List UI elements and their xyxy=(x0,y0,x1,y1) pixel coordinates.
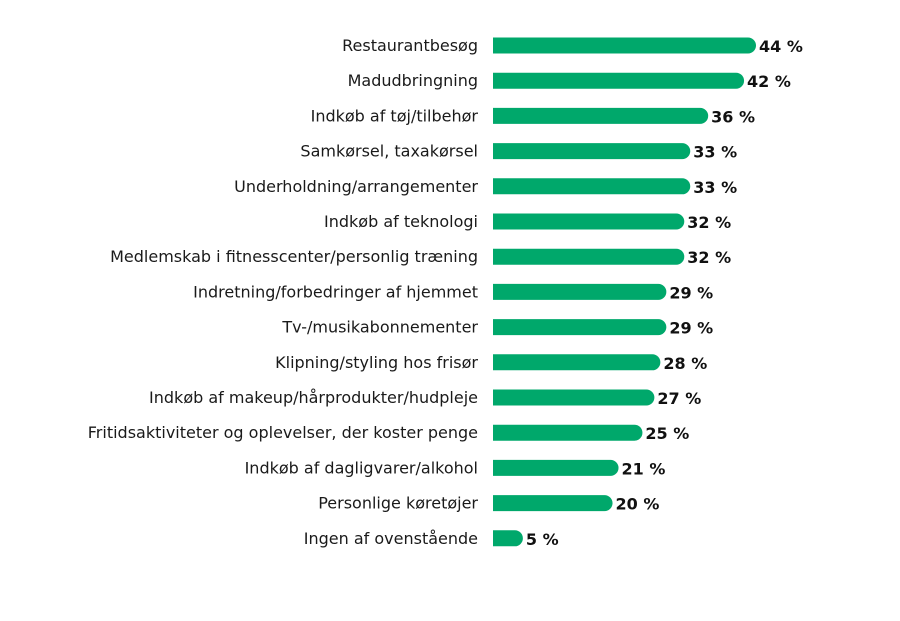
category-label-10: Indkøb af makeup/hårprodukter/hudpleje xyxy=(149,388,478,407)
category-label-11: Fritidsaktiviteter og oplevelser, der ko… xyxy=(88,423,478,442)
value-label-10: 27 % xyxy=(657,389,701,408)
category-label-0: Restaurantbesøg xyxy=(342,36,478,55)
category-label-7: Indretning/forbedringer af hjemmet xyxy=(193,282,478,301)
bar-5 xyxy=(493,213,685,230)
bar-3 xyxy=(493,143,691,160)
category-label-9: Klipning/styling hos frisør xyxy=(275,353,478,372)
bar-12 xyxy=(493,459,619,476)
bar-10 xyxy=(493,389,655,406)
category-label-3: Samkørsel, taxakørsel xyxy=(300,142,478,161)
value-label-0: 44 % xyxy=(759,37,803,56)
category-label-1: Madudbringning xyxy=(348,71,478,90)
bar-1 xyxy=(493,72,745,89)
value-label-7: 29 % xyxy=(669,283,713,302)
value-label-9: 28 % xyxy=(663,354,707,373)
value-label-3: 33 % xyxy=(693,143,737,162)
bar-0 xyxy=(493,37,756,54)
category-labels-layer: Restaurantbesøg Madudbringning Indkøb af t… xyxy=(88,36,479,548)
category-label-2: Indkøb af tøj/tilbehør xyxy=(311,106,479,125)
category-label-14: Ingen af ovenstående xyxy=(304,529,478,548)
value-labels-layer: 44 % 42 % 36 % 33 % 33 % 32 % 32 % 29 % 29 % 28 %… xyxy=(526,37,803,549)
category-label-13: Personlige køretøjer xyxy=(318,494,478,513)
value-label-6: 32 % xyxy=(687,248,731,267)
value-label-5: 32 % xyxy=(687,213,731,232)
bar-11 xyxy=(493,424,643,441)
bar-9 xyxy=(493,354,661,371)
bar-13 xyxy=(493,495,613,512)
bar-6 xyxy=(493,248,685,265)
bar-4 xyxy=(493,178,691,195)
category-label-5: Indkøb af teknologi xyxy=(324,212,478,231)
bars-layer xyxy=(493,37,756,547)
bar-14 xyxy=(493,530,523,547)
category-label-8: Tv-/musikabonnementer xyxy=(281,318,478,337)
bar-2 xyxy=(493,107,709,124)
value-label-1: 42 % xyxy=(747,72,791,91)
value-label-2: 36 % xyxy=(711,107,755,126)
category-label-4: Underholdning/arrangementer xyxy=(234,177,478,196)
value-label-14: 5 % xyxy=(526,530,559,549)
value-label-4: 33 % xyxy=(693,178,737,197)
value-label-8: 29 % xyxy=(669,319,713,338)
category-label-6: Medlemskab i fitnesscenter/personlig træ… xyxy=(110,247,478,266)
value-label-13: 20 % xyxy=(616,495,660,514)
category-label-12: Indkøb af dagligvarer/alkohol xyxy=(245,458,478,477)
value-label-12: 21 % xyxy=(622,459,666,478)
value-label-11: 25 % xyxy=(645,424,689,443)
bar-8 xyxy=(493,319,667,336)
bar-7 xyxy=(493,283,667,300)
